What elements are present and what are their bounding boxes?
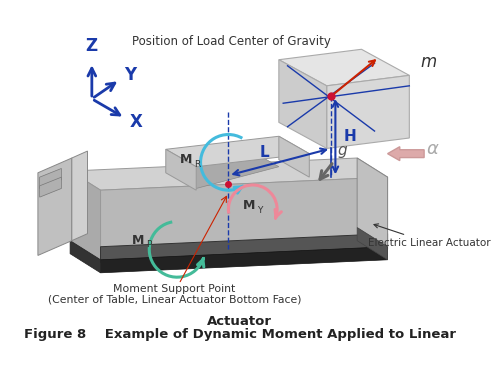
Polygon shape [100,177,388,260]
Text: Y: Y [124,66,136,84]
Text: Z: Z [85,38,97,56]
Polygon shape [72,151,88,241]
Text: Y: Y [257,206,262,215]
Text: H: H [344,129,357,144]
Polygon shape [70,171,100,260]
Text: R: R [194,160,200,169]
Text: g: g [338,143,347,158]
Text: Position of Load Center of Gravity: Position of Load Center of Gravity [132,35,330,48]
Polygon shape [279,60,326,149]
Text: P: P [146,241,151,249]
Text: X: X [129,113,142,131]
Polygon shape [326,75,409,149]
Text: L: L [260,145,269,160]
Polygon shape [100,247,388,273]
Polygon shape [100,234,388,262]
FancyArrow shape [388,147,424,160]
Polygon shape [166,136,310,167]
Polygon shape [357,158,388,247]
Polygon shape [40,177,62,197]
Polygon shape [38,158,72,255]
Text: M: M [180,153,192,166]
Text: M: M [132,234,144,247]
Polygon shape [357,228,388,260]
Text: Figure 8    Example of Dynamic Moment Applied to Linear: Figure 8 Example of Dynamic Moment Appli… [24,327,456,340]
Polygon shape [279,49,409,86]
Text: (Center of Table, Linear Actuator Bottom Face): (Center of Table, Linear Actuator Bottom… [48,295,301,304]
Polygon shape [40,169,62,188]
Text: Moment Support Point: Moment Support Point [114,284,236,294]
Text: α: α [426,140,438,158]
Text: Electric Linear Actuator: Electric Linear Actuator [368,224,491,248]
Polygon shape [166,149,196,190]
Polygon shape [70,158,388,190]
Polygon shape [70,241,100,273]
Text: M: M [243,200,256,212]
Text: m: m [420,53,437,71]
Text: Actuator: Actuator [207,316,272,329]
Polygon shape [279,136,310,177]
Polygon shape [166,149,279,188]
